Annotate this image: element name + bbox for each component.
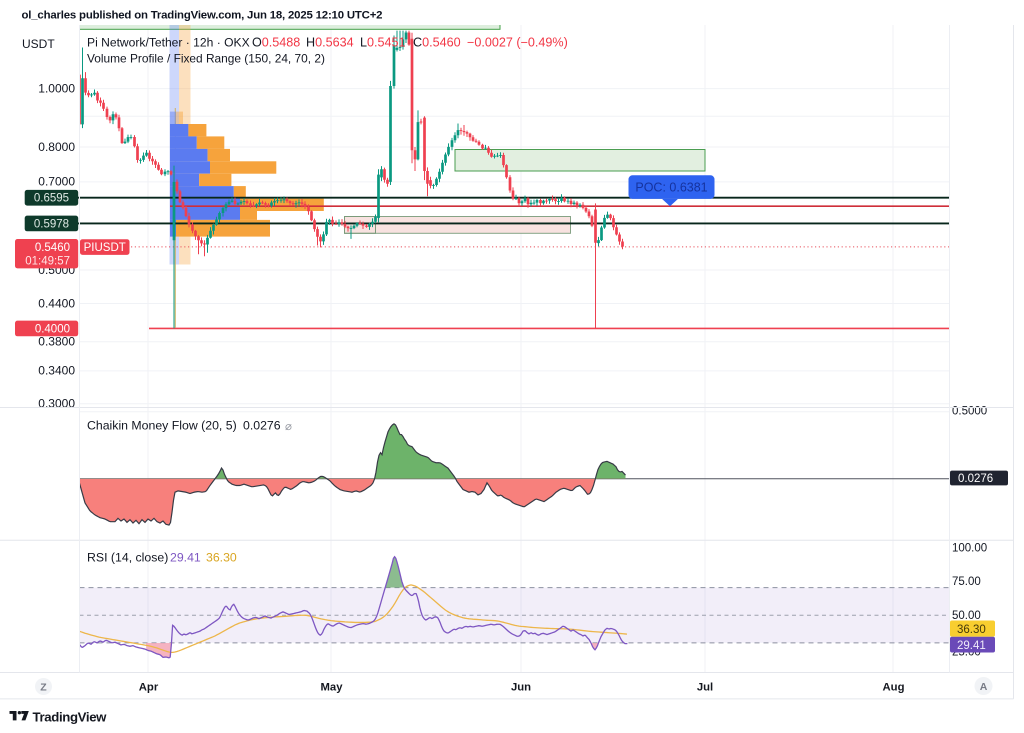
- svg-text:36.30: 36.30: [957, 624, 986, 636]
- svg-text:100.00: 100.00: [952, 542, 987, 554]
- svg-text:0.7000: 0.7000: [38, 175, 75, 189]
- svg-text:Aug: Aug: [883, 682, 905, 694]
- svg-text:TradingView: TradingView: [33, 710, 108, 725]
- svg-text:Apr: Apr: [139, 682, 159, 694]
- svg-text:0.0276: 0.0276: [243, 419, 281, 433]
- svg-text:Pi Network/Tether · 12h · OKX: Pi Network/Tether · 12h · OKX: [87, 36, 250, 50]
- svg-text:0.5000: 0.5000: [952, 406, 987, 418]
- svg-text:0.3000: 0.3000: [38, 397, 75, 411]
- svg-text:0.8000: 0.8000: [38, 140, 75, 154]
- svg-text:0.0276: 0.0276: [958, 473, 993, 485]
- svg-text:50.00: 50.00: [952, 610, 981, 622]
- svg-text:⌀: ⌀: [285, 421, 292, 433]
- svg-text:29.41: 29.41: [957, 640, 986, 652]
- svg-text:0.4000: 0.4000: [35, 323, 70, 335]
- svg-text:Z: Z: [40, 681, 47, 693]
- svg-text:RSI (14, close): RSI (14, close): [87, 551, 168, 565]
- svg-text:POC: 0.6381: POC: 0.6381: [635, 180, 707, 194]
- svg-text:0.6595: 0.6595: [34, 193, 69, 205]
- svg-text:29.41: 29.41: [170, 551, 201, 565]
- svg-text:A: A: [980, 681, 988, 693]
- svg-text:0.4400: 0.4400: [38, 296, 75, 310]
- svg-text:36.30: 36.30: [206, 551, 237, 565]
- svg-text:01:49:57: 01:49:57: [25, 256, 70, 268]
- svg-text:75.00: 75.00: [952, 576, 981, 588]
- svg-text:May: May: [321, 682, 344, 694]
- svg-text:Volume Profile / Fixed Range (: Volume Profile / Fixed Range (150, 24, 7…: [87, 52, 325, 66]
- svg-text:0.3400: 0.3400: [38, 364, 75, 378]
- svg-text:Chaikin Money Flow (20, 5): Chaikin Money Flow (20, 5): [87, 419, 237, 433]
- svg-text:USDT: USDT: [22, 37, 55, 51]
- svg-text:Jun: Jun: [511, 682, 531, 694]
- svg-text:1.0000: 1.0000: [38, 81, 75, 95]
- svg-text:PIUSDT: PIUSDT: [84, 242, 126, 254]
- svg-text:ol_charles published on Tradin: ol_charles published on TradingView.com,…: [22, 9, 383, 21]
- svg-text:0.5978: 0.5978: [34, 218, 69, 230]
- svg-text:0.3800: 0.3800: [38, 335, 75, 349]
- svg-text:Jul: Jul: [697, 682, 713, 694]
- svg-text:0.5460: 0.5460: [35, 242, 70, 254]
